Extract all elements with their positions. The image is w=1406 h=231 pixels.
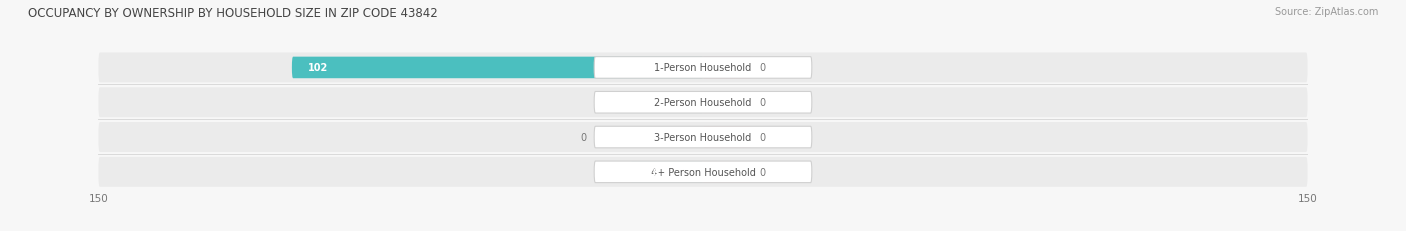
FancyBboxPatch shape xyxy=(595,161,811,183)
FancyBboxPatch shape xyxy=(98,122,1308,152)
Text: OCCUPANCY BY OWNERSHIP BY HOUSEHOLD SIZE IN ZIP CODE 43842: OCCUPANCY BY OWNERSHIP BY HOUSEHOLD SIZE… xyxy=(28,7,437,20)
Text: Source: ZipAtlas.com: Source: ZipAtlas.com xyxy=(1274,7,1378,17)
Text: 0: 0 xyxy=(759,98,765,108)
FancyBboxPatch shape xyxy=(292,57,703,79)
FancyBboxPatch shape xyxy=(703,92,751,113)
FancyBboxPatch shape xyxy=(703,57,751,79)
Text: 1-Person Household: 1-Person Household xyxy=(654,63,752,73)
FancyBboxPatch shape xyxy=(595,92,811,113)
FancyBboxPatch shape xyxy=(595,127,811,148)
Text: 0: 0 xyxy=(759,132,765,143)
Text: 22: 22 xyxy=(630,98,644,108)
Text: 4+ Person Household: 4+ Person Household xyxy=(651,167,755,177)
Text: 2-Person Household: 2-Person Household xyxy=(654,98,752,108)
Text: 3-Person Household: 3-Person Household xyxy=(654,132,752,143)
Text: 18: 18 xyxy=(647,167,661,177)
FancyBboxPatch shape xyxy=(703,161,751,183)
FancyBboxPatch shape xyxy=(98,53,1308,83)
FancyBboxPatch shape xyxy=(98,157,1308,187)
FancyBboxPatch shape xyxy=(630,161,703,183)
FancyBboxPatch shape xyxy=(595,57,811,79)
Text: 0: 0 xyxy=(759,167,765,177)
FancyBboxPatch shape xyxy=(98,88,1308,118)
FancyBboxPatch shape xyxy=(703,127,751,148)
Text: 0: 0 xyxy=(759,63,765,73)
Text: 102: 102 xyxy=(308,63,328,73)
FancyBboxPatch shape xyxy=(614,92,703,113)
Text: 0: 0 xyxy=(581,132,586,143)
